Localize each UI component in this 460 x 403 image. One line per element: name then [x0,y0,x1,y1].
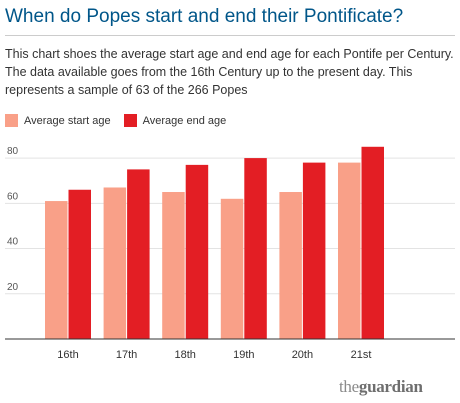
bar-end-age [302,162,326,339]
legend-swatch-end [123,114,137,127]
logo-guardian: guardian [358,377,423,396]
x-tick-label: 17th [116,349,137,361]
y-tick-label: 80 [7,146,19,157]
bar-chart: 20 40 60 80 16th 17th 18th 19th 20th 21st [5,146,455,361]
x-tick-label: 21st [351,349,372,361]
bar-start-age [338,162,361,339]
y-tick-label: 60 [7,191,19,202]
legend-label-start: Average start age [24,114,111,127]
bar-start-age [103,187,127,339]
x-tick-label: 18th [174,349,195,361]
bar-end-age [361,146,384,339]
bar-end-age [127,169,150,339]
legend-swatch-start [5,114,18,127]
y-tick-label: 20 [7,282,19,293]
y-tick-label: 40 [7,237,19,248]
x-tick-label: 20th [292,349,313,361]
chart-description: This chart shoes the average start age a… [5,47,454,97]
bar-start-age [162,192,185,339]
legend-label-end: Average end age [142,114,227,127]
guardian-logo: theguardian [339,377,423,397]
logo-the: the [339,377,359,396]
chart-title: When do Popes start and end their Pontif… [5,6,404,27]
bar-end-age [185,164,209,339]
chart-legend: Average start age Average end age [5,114,239,127]
title-divider [5,35,455,36]
bar-start-age [279,192,302,339]
bar-start-age [220,198,244,339]
bar-end-age [244,158,267,339]
bar-start-age [45,201,68,339]
x-tick-label: 16th [57,349,78,361]
legend-item-start: Average start age [5,114,111,127]
legend-item-end: Average end age [123,114,227,127]
bar-end-age [68,189,91,339]
x-tick-label: 19th [233,349,254,361]
